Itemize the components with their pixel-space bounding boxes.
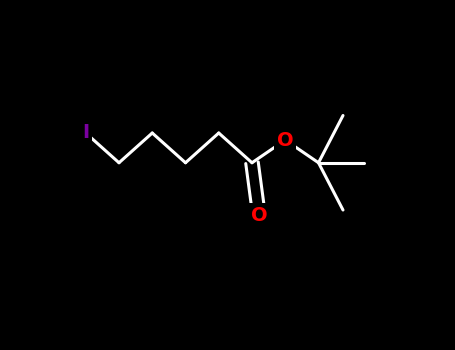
Text: I: I <box>82 124 89 142</box>
Text: O: O <box>251 206 268 225</box>
Text: O: O <box>277 131 293 149</box>
